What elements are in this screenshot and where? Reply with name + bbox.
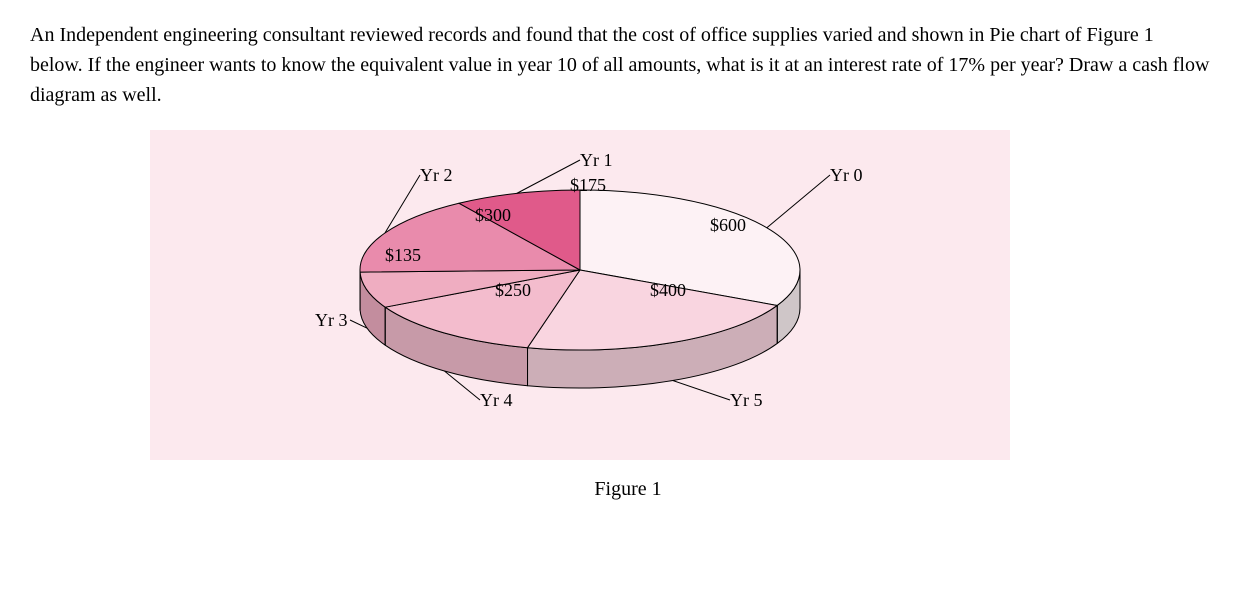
figure-caption: Figure 1 [30, 478, 1226, 501]
pie-year-label: Yr 5 [730, 390, 763, 411]
pie-value-label: $400 [650, 280, 686, 301]
figure-container: Yr 0 $600 Yr 5 $400 Yr 4 $250 Yr 3 $135 Yr 2 $300… [150, 130, 1010, 460]
question-text: An Independent engineering consultant re… [30, 20, 1210, 110]
pie-value-label: $250 [495, 280, 531, 301]
pie-year-label: Yr 1 [580, 150, 613, 171]
pie-value-label: $600 [710, 215, 746, 236]
pie-value-label: $175 [570, 175, 606, 196]
pie-chart: Yr 0 $600 Yr 5 $400 Yr 4 $250 Yr 3 $135 Yr 2 $300… [190, 150, 970, 430]
pie-year-label: Yr 3 [315, 310, 348, 331]
pie-value-label: $135 [385, 245, 421, 266]
pie-value-label: $300 [475, 205, 511, 226]
pie-year-label: Yr 4 [480, 390, 513, 411]
pie-year-label: Yr 2 [420, 165, 453, 186]
pie-year-label: Yr 0 [830, 165, 863, 186]
